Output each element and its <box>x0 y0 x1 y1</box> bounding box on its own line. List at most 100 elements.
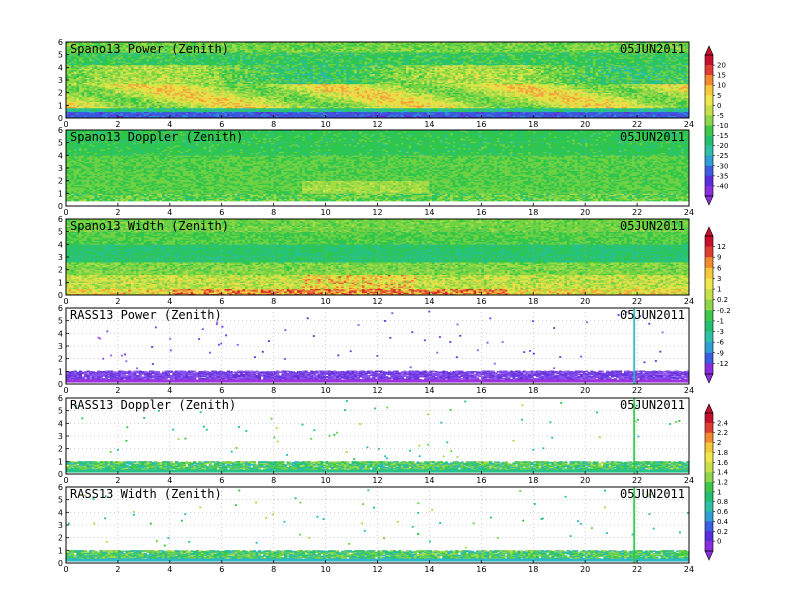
heat-cell <box>104 82 108 85</box>
heat-cell <box>99 43 103 45</box>
heat-cell <box>76 63 80 66</box>
heat-cell <box>73 115 77 118</box>
heat-cell <box>99 96 103 99</box>
heat-cell <box>89 104 93 106</box>
heat-cell <box>99 115 103 118</box>
heat-cell <box>73 114 77 116</box>
heat-cell <box>73 110 77 113</box>
heat-cell <box>107 114 111 116</box>
heat-cell <box>68 69 72 72</box>
heat-cell <box>89 67 93 69</box>
heat-cell <box>84 102 88 105</box>
heat-cell <box>94 67 98 69</box>
heat-cell <box>110 106 114 109</box>
heat-cell <box>81 42 85 44</box>
heat-cell <box>78 106 82 109</box>
heat-cell <box>78 114 82 116</box>
heat-cell <box>68 71 72 73</box>
heat-cell <box>91 96 95 99</box>
heat-cell <box>91 42 95 44</box>
heat-cell <box>97 76 101 78</box>
heat-cell <box>102 71 106 73</box>
heat-cell <box>86 106 90 109</box>
heat-cell <box>89 114 93 116</box>
heat-cell <box>94 49 98 52</box>
heat-cell <box>104 45 108 48</box>
heat-cell <box>68 77 72 80</box>
heat-cell <box>71 50 75 53</box>
heat-cell <box>71 88 75 91</box>
heat-cell <box>104 92 108 95</box>
heat-cell <box>89 57 93 59</box>
heat-cell <box>91 105 95 107</box>
heat-cell <box>68 102 72 105</box>
heat-cell <box>76 109 80 111</box>
heat-cell <box>94 99 98 101</box>
heat-cell <box>86 110 90 113</box>
heat-cell <box>81 95 85 97</box>
heat-cell <box>84 76 88 78</box>
heat-cell <box>97 78 101 81</box>
heat-cell <box>102 109 106 111</box>
heat-cell <box>89 55 93 58</box>
heat-cell <box>86 66 90 68</box>
heat-cell <box>73 63 77 66</box>
heat-cell <box>94 106 98 109</box>
heat-cell <box>78 53 82 56</box>
heat-cell <box>66 83 69 86</box>
heat-cell <box>99 59 103 62</box>
heat-cell <box>81 45 85 48</box>
heat-cell <box>71 80 75 82</box>
heat-cell <box>104 90 108 92</box>
heat-cell <box>99 72 103 75</box>
heat-cell <box>81 82 85 85</box>
heat-cell <box>110 110 114 113</box>
heat-cell <box>91 80 95 82</box>
heat-cell <box>71 104 75 106</box>
heat-cell <box>68 66 72 68</box>
heat-cell <box>71 115 75 118</box>
heat-cell <box>81 69 85 72</box>
heat-cell <box>66 95 69 97</box>
heat-cell <box>104 69 108 72</box>
heat-cell <box>68 54 72 57</box>
heat-cell <box>91 87 95 90</box>
heat-cell <box>102 115 106 118</box>
heat-cell <box>91 66 95 68</box>
heat-cell <box>86 76 90 78</box>
heat-cell <box>97 55 101 58</box>
heat-cell <box>66 58 69 61</box>
heat-cell <box>110 76 114 78</box>
heat-cell <box>68 59 72 62</box>
heat-cell <box>97 43 101 45</box>
heat-cell <box>66 66 69 68</box>
heat-cell <box>78 66 82 68</box>
heat-cell <box>110 86 114 88</box>
heat-cell <box>107 95 111 97</box>
heat-cell <box>66 78 69 81</box>
heat-cell <box>89 42 93 44</box>
heat-cell <box>86 83 90 86</box>
heat-cell <box>71 58 75 61</box>
heat-cell <box>91 104 95 106</box>
heat-cell <box>84 64 88 67</box>
heat-cell <box>107 68 111 71</box>
heat-cell <box>107 59 111 62</box>
heat-cell <box>102 110 106 113</box>
heat-cell <box>94 47 98 49</box>
heat-cell <box>68 63 72 66</box>
heat-cell <box>110 80 114 82</box>
heat-cell <box>71 99 75 101</box>
heat-cell <box>89 87 93 90</box>
heat-cell <box>104 86 108 88</box>
heat-cell <box>76 77 80 80</box>
heat-cell <box>104 95 108 97</box>
heat-cell <box>73 49 77 52</box>
heat-cell <box>102 59 106 62</box>
heat-cell <box>71 62 75 64</box>
heat-cell <box>102 73 106 76</box>
heat-cell <box>104 58 108 61</box>
heat-cell <box>107 112 111 115</box>
heat-cell <box>107 78 111 81</box>
heat-cell <box>99 116 103 118</box>
